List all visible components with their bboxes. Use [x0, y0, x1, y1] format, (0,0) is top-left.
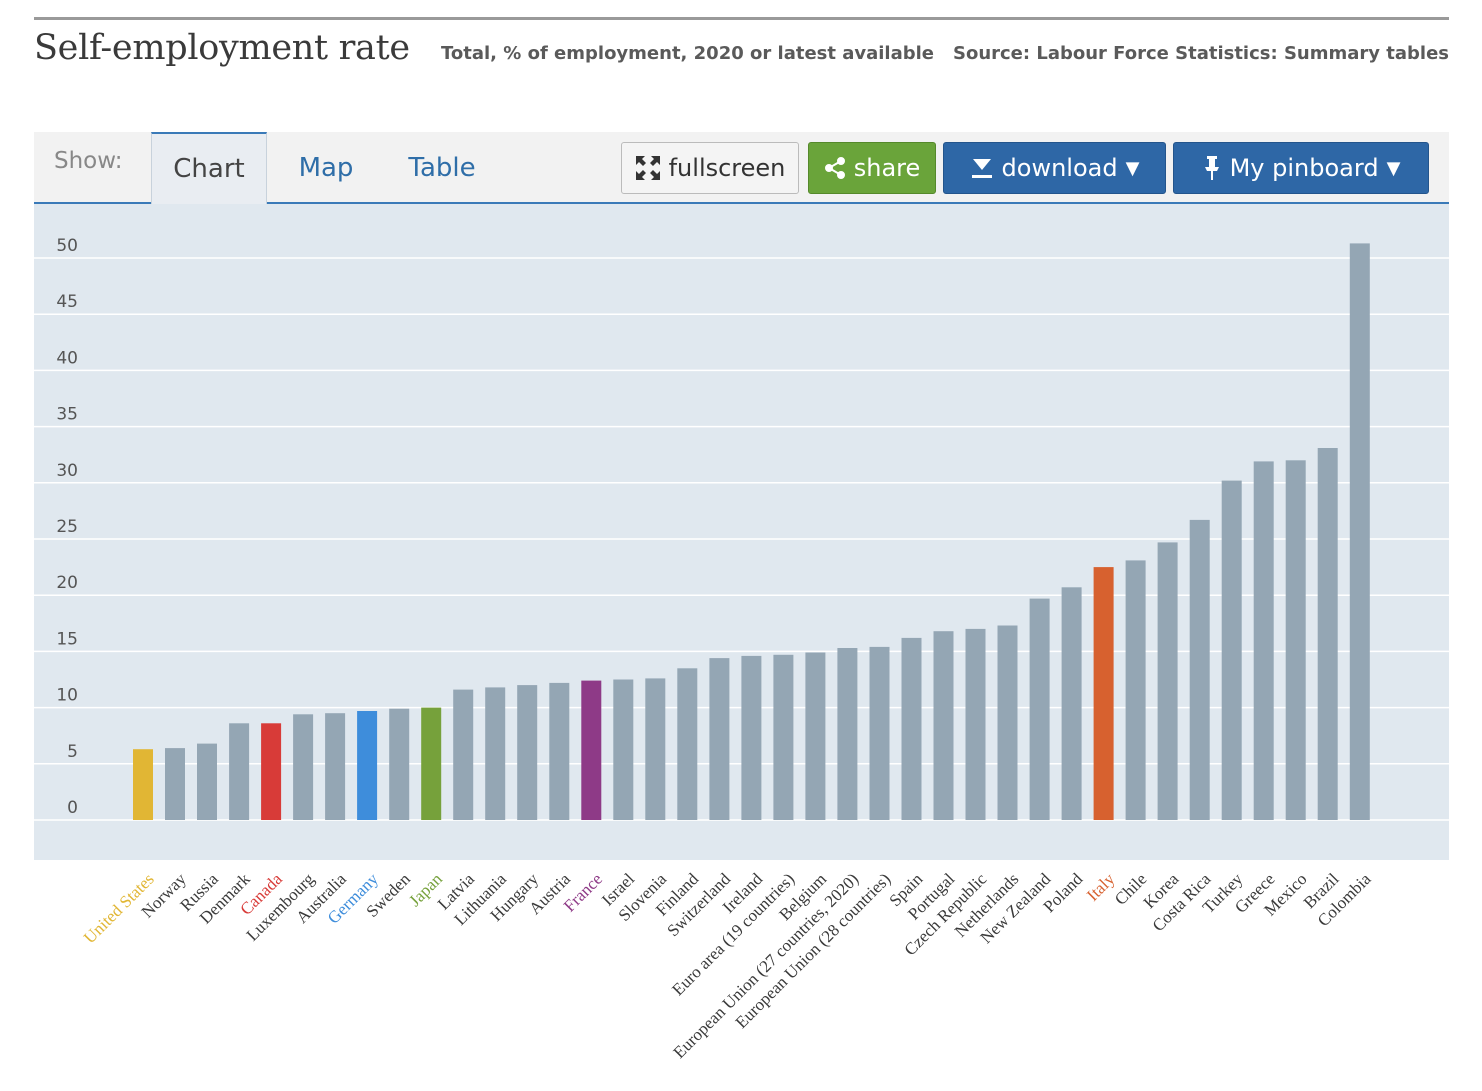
bar-israel[interactable] — [613, 679, 634, 821]
source-link[interactable]: Source: Labour Force Statistics: Summary… — [952, 43, 1449, 64]
bar-hungary[interactable] — [517, 685, 538, 820]
bar-portugal[interactable] — [933, 631, 954, 820]
fullscreen-button[interactable]: fullscreen — [621, 142, 799, 194]
bar-slovenia[interactable] — [645, 678, 666, 820]
bar-france[interactable] — [581, 680, 602, 820]
x-tick-label: Italy — [1083, 869, 1119, 905]
y-tick-label: 0 — [67, 798, 78, 818]
bar-chile[interactable] — [1125, 560, 1146, 820]
pin-icon — [1202, 155, 1222, 181]
download-icon — [970, 156, 994, 180]
bar-united-states[interactable] — [133, 749, 153, 820]
top-rule — [34, 17, 1449, 20]
download-label: download — [1001, 154, 1118, 182]
bar-spain[interactable] — [901, 637, 922, 820]
bar-ireland[interactable] — [741, 655, 762, 820]
share-icon — [824, 157, 846, 179]
y-tick-label: 50 — [56, 236, 78, 256]
bar-poland[interactable] — [1061, 587, 1082, 820]
page-title: Self-employment rate — [34, 28, 410, 68]
pinboard-label: My pinboard — [1229, 154, 1379, 182]
y-tick-label: 25 — [56, 517, 78, 537]
bar-japan[interactable] — [421, 707, 442, 820]
download-button[interactable]: download ▼ — [943, 142, 1166, 194]
bar-lithuania[interactable] — [485, 687, 506, 820]
tab-chart[interactable]: Chart — [151, 132, 267, 204]
y-tick-label: 15 — [56, 629, 78, 649]
bar-belgium[interactable] — [805, 652, 826, 821]
bar-new-zealand[interactable] — [1029, 598, 1050, 820]
bar-european-union-27-countries-2020[interactable] — [837, 648, 858, 820]
bar-luxembourg[interactable] — [293, 714, 314, 820]
bar-korea[interactable] — [1157, 542, 1178, 820]
bar-finland[interactable] — [677, 668, 698, 820]
fullscreen-icon — [635, 155, 661, 181]
bar-brazil[interactable] — [1317, 448, 1338, 820]
page-subtitle: Total, % of employment, 2020 or latest a… — [441, 43, 935, 64]
chevron-down-icon: ▼ — [1125, 157, 1140, 179]
tab-table[interactable]: Table — [408, 153, 476, 183]
bar-netherlands[interactable] — [997, 625, 1018, 821]
bar-australia[interactable] — [325, 713, 346, 820]
bar-austria[interactable] — [549, 682, 570, 820]
bar-turkey[interactable] — [1221, 480, 1242, 820]
bar-latvia[interactable] — [453, 689, 474, 820]
bar-germany[interactable] — [357, 711, 378, 820]
fullscreen-label: fullscreen — [668, 154, 786, 182]
bar-costa-rica[interactable] — [1189, 519, 1210, 820]
bar-russia[interactable] — [197, 743, 217, 820]
y-tick-label: 10 — [56, 686, 78, 706]
bar-greece[interactable] — [1253, 461, 1274, 820]
bar-norway[interactable] — [165, 748, 185, 820]
y-tick-label: 40 — [56, 348, 78, 368]
share-button[interactable]: share — [808, 142, 936, 194]
bar-italy[interactable] — [1093, 567, 1114, 820]
bar-colombia[interactable] — [1349, 243, 1370, 820]
chevron-down-icon: ▼ — [1386, 157, 1401, 179]
bar-european-union-28-countries[interactable] — [869, 646, 890, 820]
bar-denmark[interactable] — [229, 723, 250, 820]
bar-mexico[interactable] — [1285, 460, 1306, 820]
bar-canada[interactable] — [261, 723, 282, 820]
toolbar: Show: Chart Map Table fullscreen — [34, 132, 1449, 204]
bar-euro-area-19-countries[interactable] — [773, 654, 794, 820]
bar-czech-republic[interactable] — [965, 628, 986, 820]
y-tick-label: 5 — [67, 742, 78, 762]
y-tick-label: 30 — [56, 461, 78, 481]
y-tick-label: 20 — [56, 573, 78, 593]
tab-map[interactable]: Map — [298, 153, 354, 183]
bar-sweden[interactable] — [389, 708, 410, 820]
share-label: share — [853, 154, 921, 182]
y-tick-label: 35 — [56, 405, 78, 425]
bar-switzerland[interactable] — [709, 658, 730, 820]
y-tick-label: 45 — [56, 292, 78, 312]
pinboard-button[interactable]: My pinboard ▼ — [1173, 142, 1429, 194]
show-label: Show: — [54, 148, 123, 174]
